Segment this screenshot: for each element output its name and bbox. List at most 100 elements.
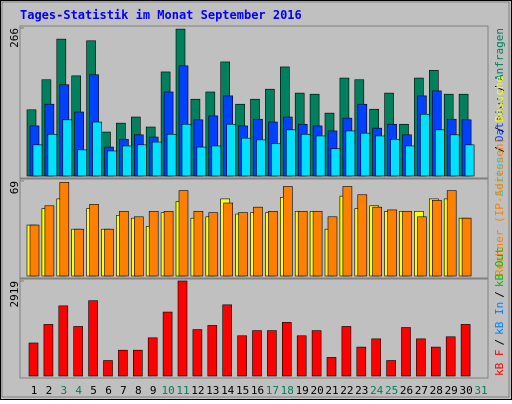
bar (88, 300, 98, 377)
bar (58, 305, 69, 377)
legend-entry: kB F (493, 350, 506, 377)
x-tick-label: 17 (266, 384, 279, 397)
bar (461, 217, 472, 277)
bar (162, 311, 173, 377)
bar (252, 330, 262, 377)
bar (32, 144, 43, 177)
bar (238, 212, 248, 277)
legend-separator: / (493, 126, 506, 133)
bar (342, 186, 353, 277)
bar (464, 144, 475, 177)
bar (193, 210, 204, 277)
bar (372, 206, 383, 277)
bar (222, 304, 232, 377)
bar (297, 210, 308, 277)
bar (390, 138, 400, 177)
x-tick-label: 22 (340, 384, 353, 397)
bar (315, 135, 326, 177)
bar (59, 182, 70, 277)
bar (281, 322, 292, 377)
chart-title: Tages-Statistik im Monat September 2016 (20, 8, 302, 22)
x-tick-label: 25 (385, 384, 398, 397)
bar (89, 204, 99, 277)
bar (311, 330, 322, 377)
x-tick-label: 21 (325, 384, 338, 397)
legend-separator: / (493, 291, 506, 298)
bar (253, 206, 263, 277)
bar (177, 280, 188, 377)
bar (104, 228, 114, 277)
bar (267, 330, 277, 377)
bar (226, 123, 236, 177)
bar (151, 141, 162, 177)
x-tick-label: 23 (355, 384, 368, 397)
bar (401, 327, 411, 377)
bar (271, 143, 281, 177)
bar (181, 123, 192, 177)
bar (77, 149, 87, 177)
legend-entry: kB In (493, 302, 506, 335)
bar (74, 228, 84, 277)
bar (375, 135, 386, 177)
bar (103, 360, 113, 377)
bar (420, 113, 430, 177)
bar (312, 210, 323, 277)
legend-entry: Dateien (493, 96, 506, 142)
bar (196, 146, 207, 177)
x-tick-label: 12 (191, 384, 204, 397)
bar (47, 133, 58, 177)
x-tick-label: 13 (206, 384, 219, 397)
x-tick-label: 5 (90, 384, 97, 397)
x-tick-label: 24 (370, 384, 384, 397)
bar (417, 216, 427, 277)
x-tick-label: 31 (474, 384, 487, 397)
bar (119, 210, 129, 277)
bar (62, 119, 73, 177)
bar (285, 129, 296, 177)
bar (405, 145, 415, 177)
bar (357, 194, 368, 277)
x-tick-label: 20 (310, 384, 323, 397)
bar (208, 212, 219, 277)
bar (360, 132, 371, 177)
x-tick-label: 28 (430, 384, 443, 397)
x-tick-label: 11 (176, 384, 189, 397)
x-tick-label: 30 (459, 384, 472, 397)
bar (29, 224, 40, 277)
bar (192, 329, 203, 377)
bar (330, 148, 341, 177)
legend-entry: Seiten (493, 157, 506, 197)
x-tick-label: 10 (161, 384, 174, 397)
bar (327, 216, 338, 277)
legend-entry: Rechner (IP-Adressen) (493, 137, 506, 276)
legend-entry: Besuche (493, 76, 506, 122)
bar (446, 190, 457, 277)
x-tick-label: 19 (296, 384, 309, 397)
legend: kB F / kB In / kB Out (493, 247, 506, 376)
bar (73, 326, 83, 377)
bar (178, 190, 189, 277)
bar (137, 144, 147, 177)
x-tick-label: 4 (75, 384, 82, 397)
legend-entry: Anfragen (493, 28, 506, 81)
bar (134, 216, 144, 277)
x-tick-label: 26 (400, 384, 413, 397)
bar (341, 326, 352, 377)
x-tick-label: 1 (31, 384, 38, 397)
x-tick-label: 6 (105, 384, 112, 397)
x-tick-label: 27 (415, 384, 428, 397)
legend-separator: / (493, 85, 506, 92)
bar (43, 324, 54, 377)
bar (326, 357, 337, 377)
bar (449, 134, 460, 177)
bar (282, 186, 293, 277)
bar (430, 346, 441, 377)
bar (371, 338, 382, 377)
bar (241, 137, 251, 177)
bar (147, 337, 158, 377)
bar (256, 139, 266, 177)
bar (28, 342, 39, 377)
bar (44, 205, 55, 277)
bar (416, 338, 426, 377)
